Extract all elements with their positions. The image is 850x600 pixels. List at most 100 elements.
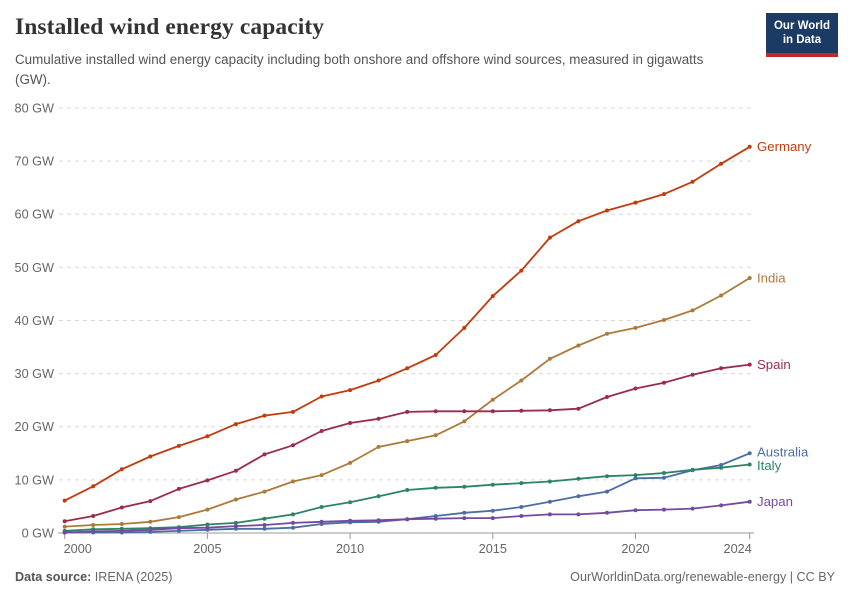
series-label-germany[interactable]: Germany (757, 139, 812, 154)
data-point-spain-2000 (62, 519, 67, 524)
data-point-india-2022 (690, 308, 695, 313)
data-point-india-2007 (262, 489, 267, 494)
data-point-japan-2016 (519, 514, 524, 518)
series-label-italy[interactable]: Italy (757, 458, 782, 473)
series-line-germany[interactable] (62, 144, 752, 503)
data-point-germany-2017 (547, 235, 552, 240)
data-point-spain-2024 (747, 362, 752, 367)
data-point-india-2005 (205, 507, 210, 512)
data-point-italy-2005 (205, 522, 210, 527)
data-source-label: Data source: (15, 570, 92, 584)
attribution-link[interactable]: OurWorldinData.org/renewable-energy | CC… (570, 570, 835, 584)
owid-logo[interactable]: Our World in Data (765, 13, 838, 57)
data-point-spain-2019 (605, 395, 609, 399)
data-point-italy-2014 (462, 484, 467, 489)
data-point-germany-2016 (519, 268, 524, 273)
data-point-spain-2014 (462, 409, 467, 414)
data-point-spain-2021 (662, 380, 666, 385)
data-point-japan-2002 (119, 528, 124, 533)
series-label-india[interactable]: India (757, 270, 786, 285)
x-tick-2024: 2024 (724, 542, 752, 556)
data-point-spain-2009 (319, 429, 324, 433)
data-point-italy-2024 (747, 462, 752, 467)
data-point-india-2004 (176, 515, 181, 520)
series-label-japan[interactable]: Japan (757, 494, 793, 509)
data-point-australia-2016 (519, 505, 524, 509)
data-point-germany-2024 (747, 144, 752, 149)
data-point-italy-2009 (319, 505, 324, 509)
series-label-australia[interactable]: Australia (757, 445, 809, 460)
data-point-spain-2011 (376, 416, 381, 421)
data-point-spain-2001 (91, 514, 96, 518)
data-point-germany-2014 (462, 325, 467, 330)
data-point-india-2001 (91, 523, 96, 527)
data-point-australia-2019 (605, 489, 609, 494)
data-point-japan-2010 (348, 518, 353, 523)
owid-logo-line2: in Data (782, 34, 822, 47)
data-point-germany-2009 (319, 394, 324, 399)
data-point-germany-2002 (119, 467, 124, 472)
data-point-japan-2000 (62, 530, 67, 535)
gridlines (59, 107, 753, 481)
data-point-germany-2022 (690, 179, 695, 184)
data-point-spain-2017 (547, 408, 552, 413)
data-point-spain-2010 (348, 421, 353, 425)
data-point-india-2014 (462, 419, 467, 424)
data-point-germany-2012 (405, 366, 410, 371)
data-point-india-2023 (719, 293, 724, 298)
y-tick-0: 0 GW (22, 526, 54, 540)
data-point-japan-2013 (433, 516, 438, 521)
data-point-india-2018 (576, 343, 581, 348)
data-point-germany-2008 (291, 409, 295, 414)
series-line-australia[interactable] (62, 451, 752, 535)
data-point-india-2015 (490, 397, 495, 402)
data-point-italy-2021 (662, 471, 666, 475)
series-line-india[interactable] (62, 276, 752, 529)
data-point-italy-2008 (291, 512, 295, 517)
x-tick-2015: 2015 (479, 542, 507, 556)
data-point-australia-2008 (291, 525, 295, 530)
data-point-india-2020 (633, 325, 638, 330)
y-tick-30: 30 GW (15, 367, 55, 381)
data-point-spain-2008 (291, 443, 295, 448)
data-point-italy-2018 (576, 476, 581, 481)
data-point-spain-2007 (262, 452, 267, 457)
y-axis-labels: 0 GW 10 GW 20 GW 30 GW 40 GW 50 GW 60 GW 70 GW 8… (15, 101, 55, 540)
chart-subtitle: Cumulative installed wind energy capacit… (15, 52, 704, 88)
data-point-spain-2015 (490, 409, 495, 414)
series-line-japan[interactable] (62, 499, 752, 535)
data-point-spain-2004 (176, 486, 181, 491)
y-tick-40: 40 GW (15, 314, 55, 328)
data-point-germany-2021 (662, 192, 666, 197)
data-point-india-2000 (62, 524, 67, 529)
x-tick-2020: 2020 (621, 542, 649, 556)
data-point-india-2003 (148, 519, 153, 524)
page-title: Installed wind energy capacity (15, 14, 325, 40)
series-line-italy[interactable] (62, 462, 752, 533)
x-axis: 2000 2005 2010 2015 2020 2024 (58, 532, 754, 556)
data-point-italy-2020 (633, 473, 638, 478)
data-point-italy-2011 (376, 494, 381, 499)
data-point-spain-2016 (519, 408, 524, 413)
y-tick-60: 60 GW (15, 208, 55, 222)
data-point-australia-2017 (547, 499, 552, 504)
data-point-italy-2010 (348, 500, 353, 505)
data-point-india-2002 (119, 522, 124, 526)
data-point-spain-2022 (690, 372, 695, 377)
data-point-india-2012 (405, 439, 410, 444)
data-point-germany-2010 (348, 388, 353, 393)
data-point-italy-2019 (605, 474, 609, 479)
data-point-india-2024 (747, 276, 752, 280)
data-source-value: IRENA (2025) (91, 570, 173, 584)
data-point-italy-2017 (547, 479, 552, 484)
data-point-japan-2015 (490, 516, 495, 521)
data-point-germany-2001 (91, 484, 96, 489)
data-point-india-2021 (662, 318, 666, 322)
series-line-spain[interactable] (62, 362, 752, 524)
series-label-spain[interactable]: Spain (757, 357, 791, 372)
data-point-germany-2006 (233, 422, 238, 427)
data-point-japan-2001 (91, 529, 96, 534)
data-point-germany-2007 (262, 413, 267, 418)
data-point-italy-2007 (262, 516, 267, 521)
